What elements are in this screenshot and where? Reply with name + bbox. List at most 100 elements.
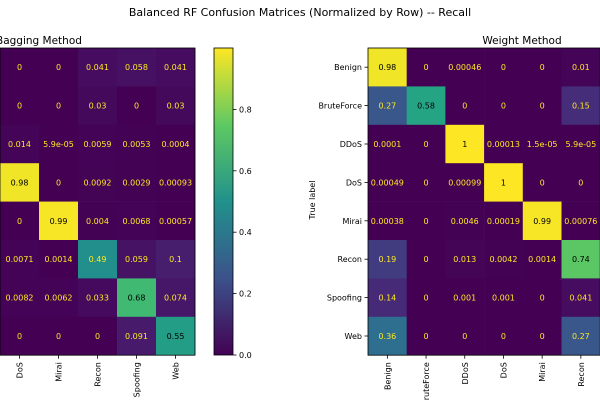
colorbar-tick-label: 0.2 (239, 290, 252, 299)
heatmap-bagging-cell (117, 201, 157, 241)
heatmap-bagging-cell (117, 163, 157, 202)
heatmap-weight-cell (445, 86, 485, 126)
heatmap-weight-cell (522, 278, 562, 318)
heatmap-bagging-cell (0, 316, 40, 356)
heatmap-weight-cell (445, 316, 485, 356)
heatmap-bagging-cell-label: 0.059 (125, 255, 148, 264)
heatmap-weight-cell-label: 0.00019 (487, 217, 520, 226)
heatmap-weight-cell (561, 48, 600, 87)
heatmap-bagging-cell-label: 0.0059 (84, 140, 112, 149)
heatmap-bagging-cell (156, 48, 196, 87)
xtick-label-ddos: DDoS (461, 362, 470, 384)
heatmap-weight-cell-label: 0.27 (572, 332, 590, 341)
heatmap-bagging-cell-label: 0.004 (86, 217, 109, 226)
heatmap-weight-cell (368, 278, 407, 318)
xtick-label-web: Web (172, 362, 181, 379)
figure-title: Balanced RF Confusion Matrices (Normaliz… (129, 6, 471, 19)
heatmap-bagging-cell-label: 0 (56, 178, 61, 187)
heatmap-weight-cell-label: 0 (424, 63, 429, 72)
heatmap-bagging-cell-label: 5.9e-05 (43, 140, 74, 149)
heatmap-bagging-cell (117, 240, 157, 279)
heatmap-weight-frame (367, 47, 600, 356)
heatmap-bagging-cell-label: 0 (17, 102, 22, 111)
heatmap-weight-cell-label: 0.0042 (489, 255, 517, 264)
heatmap-bagging-cell (78, 278, 118, 318)
heatmap-bagging-cell (156, 278, 196, 318)
ytick-label-bruteforce: BruteForce (318, 102, 362, 111)
heatmap-weight-cell (368, 48, 407, 87)
heatmap-bagging-title: Bagging Method (0, 35, 82, 47)
heatmap-bagging-cell-label: 0.0092 (84, 178, 112, 187)
heatmap-bagging-cell (39, 86, 79, 126)
heatmap-bagging-cell-label: 0 (56, 102, 61, 111)
heatmap-bagging-cell (0, 86, 40, 126)
heatmap-bagging-cell-label: 0.0029 (123, 178, 151, 187)
heatmap-bagging-cell-label: 0.49 (89, 255, 107, 264)
heatmap-bagging-cell (117, 124, 157, 164)
heatmap-weight-cell (484, 86, 524, 126)
heatmap-bagging-cell (78, 316, 118, 356)
heatmap-weight-cell (522, 240, 562, 279)
heatmap-bagging-cell (0, 240, 40, 279)
heatmap-bagging-cell-label: 0 (56, 332, 61, 341)
heatmap-weight-cell-label: 0.19 (378, 255, 396, 264)
heatmap-bagging-cell (0, 163, 40, 202)
heatmap-weight-cell (522, 124, 562, 164)
heatmap-bagging-cell (78, 240, 118, 279)
heatmap-weight-cell-label: 0 (578, 178, 583, 187)
heatmap-bagging-cell-label: 0 (17, 332, 22, 341)
heatmap-weight-cell-label: 0.001 (492, 294, 515, 303)
heatmap-weight-cell (445, 163, 485, 202)
xtick-label-mirai: Mirai (55, 362, 64, 382)
heatmap-weight-cell (561, 124, 600, 164)
ytick-label-recon: Recon (338, 255, 362, 264)
heatmap-bagging-cell-label: 0 (17, 63, 22, 72)
heatmap-weight-cell (561, 240, 600, 279)
heatmap-weight-cell (445, 48, 485, 87)
heatmap-weight-cell-label: 0.041 (569, 294, 592, 303)
heatmap-bagging-cell (156, 316, 196, 356)
heatmap-bagging-cell (39, 278, 79, 318)
xtick-label-dos: DoS (16, 362, 25, 378)
heatmap-bagging-cell-label: 0 (95, 332, 100, 341)
heatmap-weight-ylabel: True label (308, 181, 317, 221)
heatmap-weight-cell (484, 48, 524, 87)
heatmap-weight-cell-label: 0.00076 (564, 217, 597, 226)
heatmap-bagging-cell-label: 0.00057 (159, 217, 192, 226)
heatmap-bagging-cell-label: 0.0004 (162, 140, 190, 149)
heatmap-weight-cell (406, 163, 446, 202)
heatmap-bagging-cell-label: 0.55 (167, 332, 185, 341)
ytick-label-ddos: DDoS (340, 140, 362, 149)
heatmap-weight-cell-label: 0.001 (453, 294, 476, 303)
heatmap-bagging-cell (117, 278, 157, 318)
heatmap-bagging-cell (78, 163, 118, 202)
heatmap-weight-cell-label: 0.00038 (371, 217, 404, 226)
heatmap-bagging-cell (39, 124, 79, 164)
heatmap-weight-cell-label: 0 (424, 217, 429, 226)
heatmap-bagging-cell (117, 48, 157, 87)
heatmap-bagging-cell-label: 0.0062 (45, 294, 73, 303)
heatmap-weight-cell (561, 278, 600, 318)
heatmap-weight-cell (561, 163, 600, 202)
heatmap-bagging-cell (39, 240, 79, 279)
heatmap-weight-cell (522, 316, 562, 356)
heatmap-weight-cell-label: 0 (424, 332, 429, 341)
heatmap-weight-cell (368, 86, 407, 126)
heatmap-bagging-cell (0, 48, 40, 87)
heatmap-weight-cell-label: 0.0014 (528, 255, 556, 264)
xtick-label-bruteforce: BruteForce (422, 362, 431, 400)
heatmap-weight-cell-label: 0.99 (533, 217, 551, 226)
heatmap-weight-cell-label: 0 (424, 140, 429, 149)
heatmap-bagging-cell-label: 0.014 (8, 140, 31, 149)
heatmap-bagging-cell-label: 0.0068 (123, 217, 151, 226)
heatmap-weight-cell (561, 86, 600, 126)
heatmap-weight-cell (484, 201, 524, 241)
heatmap-weight-cell (445, 124, 485, 164)
heatmap-bagging-cell-label: 0.68 (128, 294, 146, 303)
colorbar-tick-label: 0.4 (239, 228, 252, 237)
heatmap-weight-cell-label: 0.14 (378, 294, 396, 303)
heatmap-bagging-cell-label: 0.03 (89, 102, 107, 111)
heatmap-bagging-cell-label: 0.058 (125, 63, 148, 72)
ytick-label-spoofing: Spoofing (327, 294, 362, 303)
